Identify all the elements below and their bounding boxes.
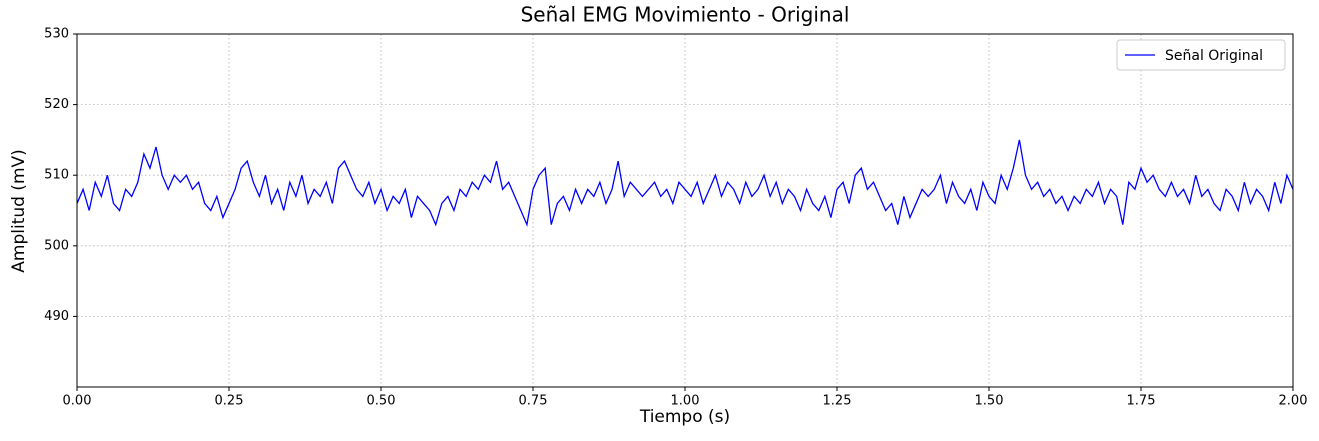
x-tick-label: 2.00: [1279, 394, 1308, 409]
y-tick-label: 500: [44, 238, 69, 253]
x-tick-label: 0.75: [519, 394, 548, 409]
x-tick-label: 0.00: [63, 394, 92, 409]
y-tick-label: 490: [44, 309, 69, 324]
x-axis-label: Tiempo (s): [639, 407, 730, 427]
x-tick-label: 1.50: [975, 394, 1004, 409]
x-tick-label: 0.25: [215, 394, 244, 409]
data-line: [76, 139, 1294, 227]
legend-box: [1116, 39, 1286, 71]
x-tick-label: 0.50: [367, 394, 396, 409]
chart-title: Señal EMG Movimiento - Original: [521, 3, 850, 27]
y-tick-label: 520: [44, 97, 69, 112]
plot-frame: [76, 33, 1294, 388]
y-tick-label: 510: [44, 168, 69, 183]
x-tick-label: 1.75: [1127, 394, 1156, 409]
y-axis-label: Amplitud (mV): [9, 149, 29, 273]
legend-label: Señal Original: [1165, 48, 1263, 64]
y-tick-label: 530: [44, 27, 69, 42]
x-tick-label: 1.25: [823, 394, 852, 409]
x-tick-label: 1.00: [671, 394, 700, 409]
